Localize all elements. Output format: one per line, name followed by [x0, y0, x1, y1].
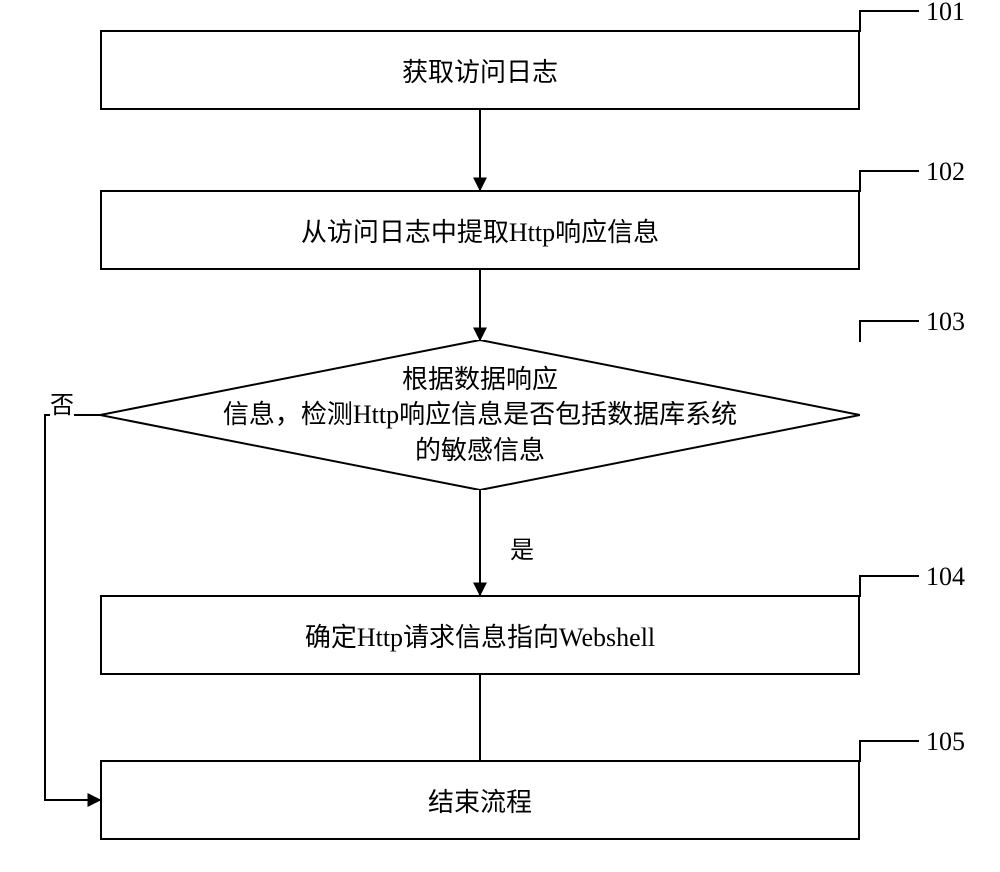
lead-h-n101: [859, 10, 919, 12]
node-n104-text: 确定Http请求信息指向Webshell: [305, 617, 655, 654]
edge-label-n103-n104: 是: [510, 530, 534, 565]
step-label-n105: 105: [926, 727, 965, 757]
lead-v-n103: [859, 320, 861, 342]
node-n105-text: 结束流程: [428, 782, 532, 819]
flowchart-canvas: 获取访问日志从访问日志中提取Http响应信息根据数据响应信息，检测Http响应信…: [0, 0, 1000, 872]
node-n104: 确定Http请求信息指向Webshell: [100, 595, 860, 675]
lead-h-n103: [859, 320, 919, 322]
node-n102: 从访问日志中提取Http响应信息: [100, 190, 860, 270]
lead-v-n104: [859, 575, 861, 597]
lead-h-n105: [859, 740, 919, 742]
node-n103: 根据数据响应信息，检测Http响应信息是否包括数据库系统的敏感信息: [100, 340, 860, 490]
step-label-n101: 101: [926, 0, 965, 27]
node-n101: 获取访问日志: [100, 30, 860, 110]
lead-h-n102: [859, 170, 919, 172]
step-label-n104: 104: [926, 562, 965, 592]
node-n101-text: 获取访问日志: [402, 52, 558, 89]
edge-n103-n105: [45, 415, 100, 800]
step-label-n102: 102: [926, 157, 965, 187]
lead-v-n101: [859, 10, 861, 32]
node-n102-text: 从访问日志中提取Http响应信息: [301, 212, 659, 249]
lead-v-n105: [859, 740, 861, 762]
lead-v-n102: [859, 170, 861, 192]
step-label-n103: 103: [926, 307, 965, 337]
edge-label-n103-n105: 否: [50, 385, 74, 420]
node-n105: 结束流程: [100, 760, 860, 840]
node-n103-text: 根据数据响应信息，检测Http响应信息是否包括数据库系统的敏感信息: [183, 362, 777, 467]
lead-h-n104: [859, 575, 919, 577]
